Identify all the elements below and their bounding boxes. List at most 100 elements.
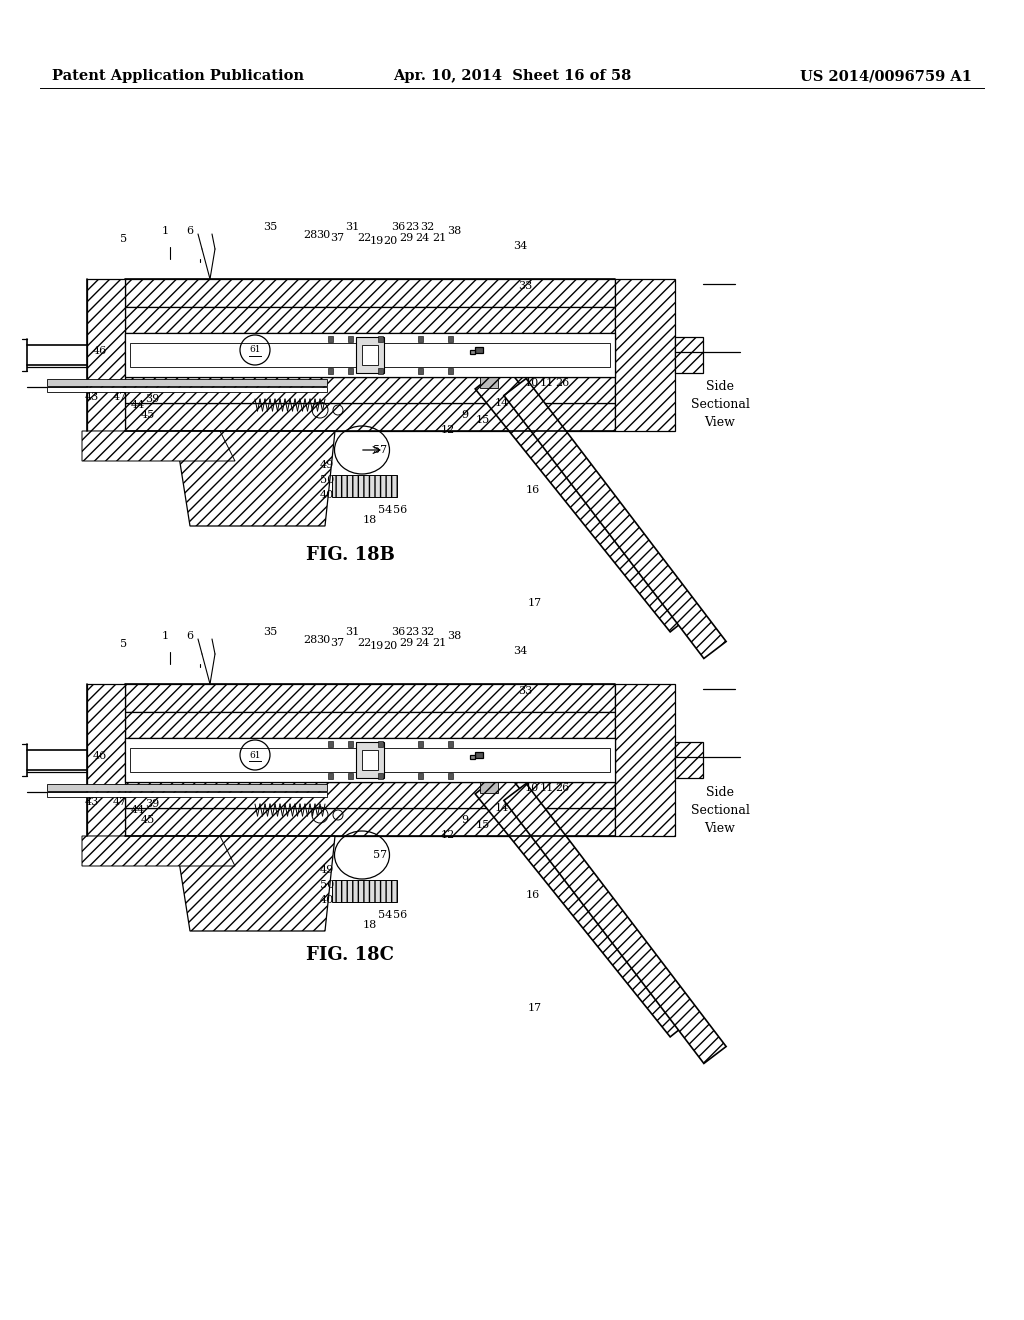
Text: 14: 14 — [495, 399, 509, 408]
Text: 28: 28 — [303, 635, 317, 645]
Text: 40: 40 — [319, 895, 334, 906]
Bar — [475, 752, 483, 758]
Bar — [449, 368, 453, 374]
Text: 26: 26 — [555, 783, 569, 793]
Polygon shape — [504, 379, 726, 659]
Polygon shape — [475, 366, 699, 632]
Bar — [348, 741, 353, 747]
Bar — [125, 279, 615, 308]
Bar — [470, 350, 475, 354]
Bar — [418, 741, 423, 747]
Text: 46: 46 — [93, 346, 108, 356]
Bar — [125, 403, 615, 432]
Bar — [125, 781, 615, 808]
Bar — [348, 774, 353, 779]
Bar — [418, 774, 423, 779]
Bar — [328, 368, 333, 374]
Bar — [328, 337, 333, 342]
Text: 43: 43 — [85, 392, 99, 403]
Bar — [328, 774, 333, 779]
Text: FIG. 18C: FIG. 18C — [306, 946, 394, 964]
Bar — [450, 746, 605, 774]
Bar — [356, 742, 384, 777]
Bar — [125, 711, 615, 738]
Text: 11: 11 — [540, 378, 554, 388]
Text: 47: 47 — [113, 392, 127, 403]
Text: 29: 29 — [399, 234, 413, 243]
Text: 10: 10 — [525, 783, 539, 793]
Text: 31: 31 — [345, 222, 359, 232]
Bar — [130, 748, 610, 772]
Text: 9: 9 — [462, 411, 469, 420]
Text: 17: 17 — [528, 598, 542, 609]
Bar — [430, 744, 450, 776]
Text: 36: 36 — [391, 222, 406, 232]
Bar — [378, 368, 383, 374]
Bar — [47, 792, 327, 797]
Bar — [356, 337, 384, 374]
Bar — [418, 368, 423, 374]
Bar — [430, 339, 450, 371]
Text: 21: 21 — [432, 638, 446, 648]
Text: 43: 43 — [85, 797, 99, 807]
Text: 22: 22 — [357, 234, 371, 243]
Text: 47: 47 — [113, 797, 127, 807]
Bar — [450, 341, 605, 370]
Text: 54: 54 — [378, 909, 392, 920]
Text: 37: 37 — [330, 234, 344, 243]
Text: 12: 12 — [441, 425, 455, 436]
Text: 56: 56 — [393, 506, 408, 515]
Bar — [125, 684, 615, 711]
Bar — [332, 475, 397, 498]
Text: 20: 20 — [383, 236, 397, 246]
Text: 34: 34 — [513, 645, 527, 656]
Bar — [130, 343, 610, 367]
Text: 30: 30 — [315, 635, 330, 645]
Bar — [449, 741, 453, 747]
Bar — [418, 337, 423, 342]
Text: 35: 35 — [263, 627, 278, 638]
Bar — [125, 738, 615, 781]
Text: 61: 61 — [249, 751, 261, 759]
Text: 5: 5 — [121, 234, 128, 244]
Text: Side
Sectional
View: Side Sectional View — [690, 785, 750, 834]
Text: 40: 40 — [319, 490, 334, 500]
Polygon shape — [175, 432, 335, 525]
Polygon shape — [504, 784, 726, 1064]
Bar — [332, 880, 397, 902]
Bar — [470, 755, 475, 759]
Bar — [230, 742, 256, 764]
Text: 37: 37 — [330, 638, 344, 648]
Bar — [675, 337, 703, 374]
Bar — [449, 337, 453, 342]
Bar — [362, 345, 378, 366]
Text: 5: 5 — [121, 639, 128, 649]
Bar — [125, 808, 615, 836]
Text: 57: 57 — [373, 850, 387, 861]
Text: 30: 30 — [315, 230, 330, 240]
Text: 57: 57 — [373, 445, 387, 455]
Bar — [230, 337, 256, 359]
Text: 56: 56 — [393, 909, 408, 920]
Text: Patent Application Publication: Patent Application Publication — [52, 69, 304, 83]
Polygon shape — [82, 836, 234, 866]
Text: 36: 36 — [391, 627, 406, 638]
Text: 1: 1 — [162, 226, 169, 236]
Text: 61: 61 — [249, 346, 261, 355]
Text: Side
Sectional
View: Side Sectional View — [690, 380, 750, 429]
Text: 18: 18 — [362, 515, 377, 525]
Text: 14: 14 — [495, 803, 509, 813]
Bar — [125, 378, 615, 403]
Bar — [348, 368, 353, 374]
Text: 49: 49 — [319, 865, 334, 875]
Text: 45: 45 — [141, 411, 155, 420]
Text: 38: 38 — [446, 226, 461, 236]
Bar — [475, 347, 483, 352]
Text: 28: 28 — [303, 230, 317, 240]
Bar — [47, 379, 327, 385]
Bar — [87, 279, 125, 432]
Text: 34: 34 — [513, 242, 527, 251]
Polygon shape — [175, 836, 335, 931]
Text: 24: 24 — [415, 234, 429, 243]
Text: 15: 15 — [476, 820, 490, 830]
